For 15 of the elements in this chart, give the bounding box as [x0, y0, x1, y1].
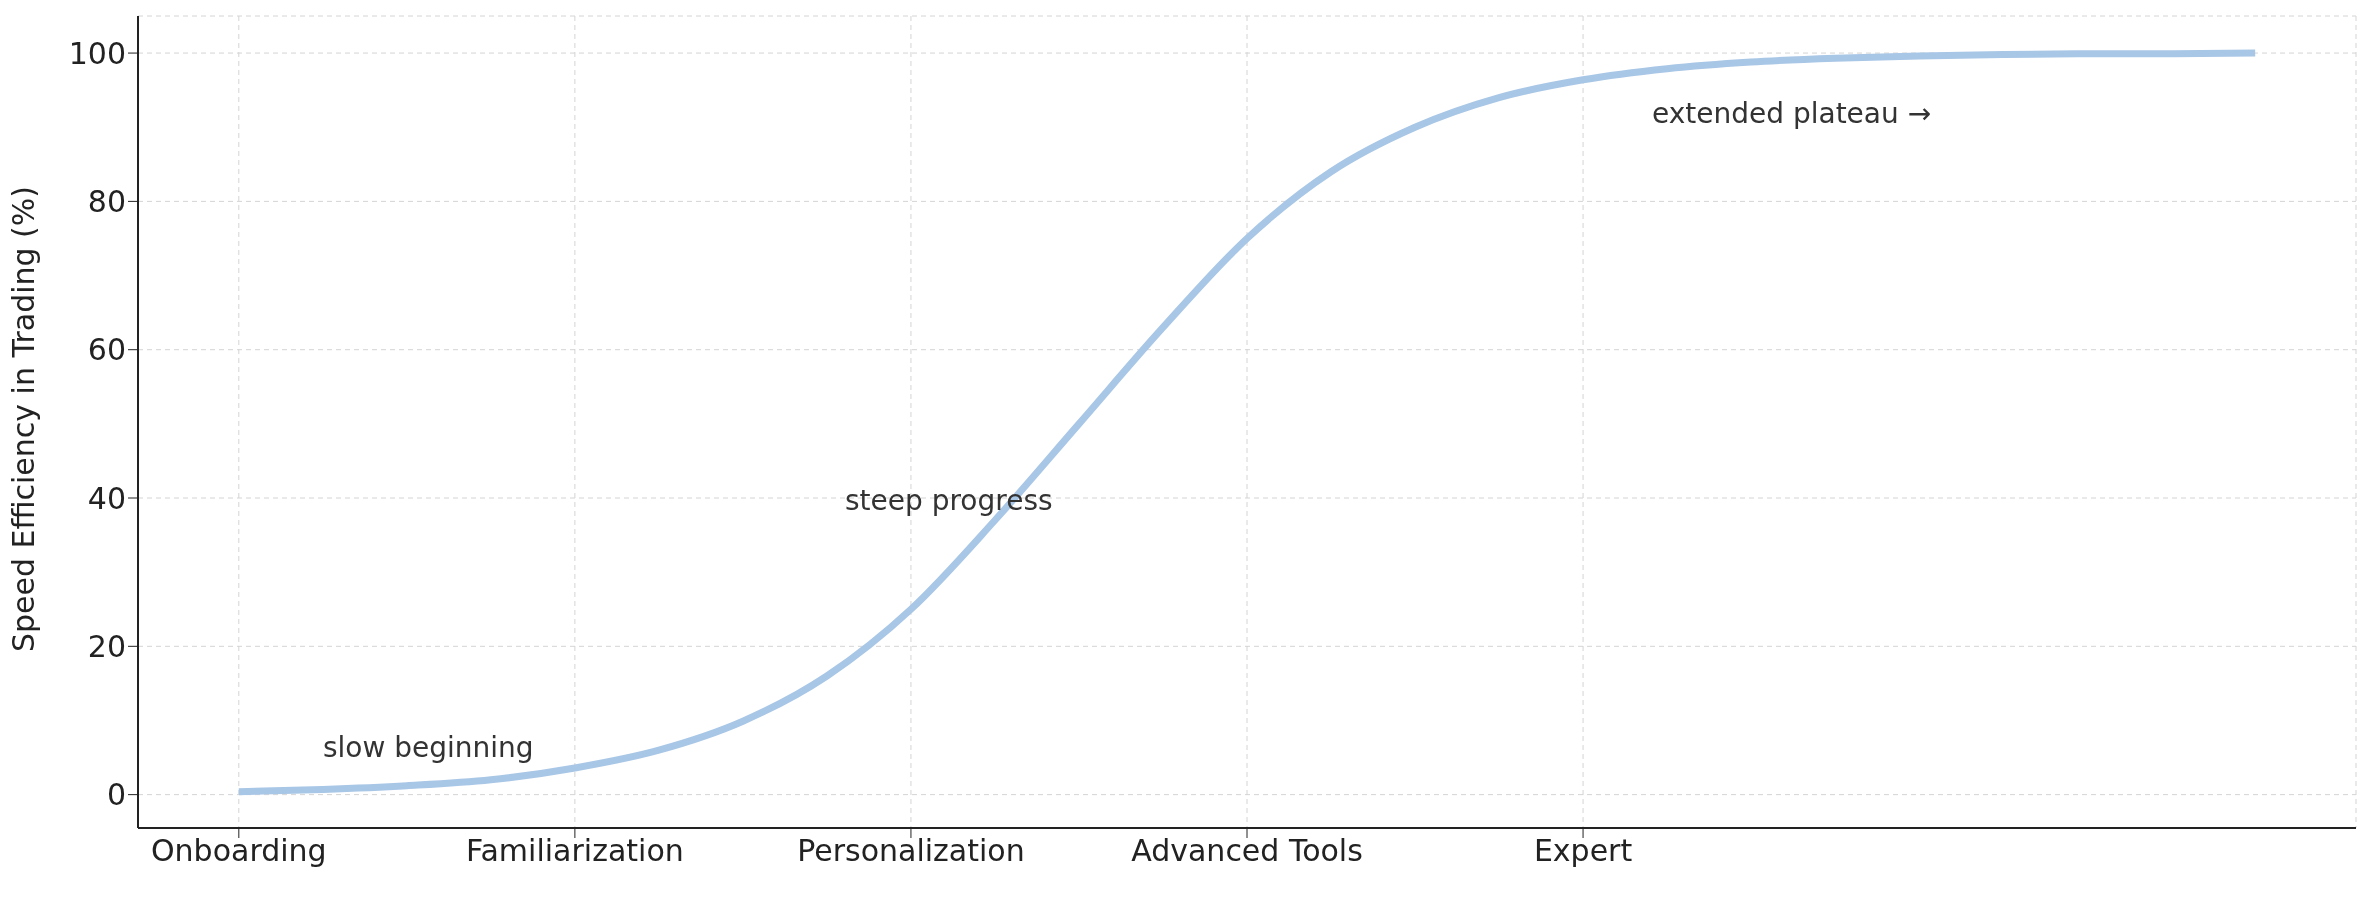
y-tick-label: 40 [87, 480, 126, 516]
annotation: extended plateau → [1652, 96, 1932, 132]
y-axis-title: Speed Efficiency in Trading (%) [5, 185, 41, 652]
x-tick-label: Expert [1533, 833, 1633, 869]
y-tick-label: 100 [68, 35, 126, 71]
y-tick-label: 60 [87, 332, 126, 368]
annotation: steep progress [845, 483, 1053, 519]
y-tick-label: 20 [87, 628, 126, 664]
annotation: slow beginning [323, 730, 534, 766]
y-tick-label: 0 [106, 777, 126, 813]
x-tick-label: Familiarization [466, 833, 684, 869]
y-tick-label: 80 [87, 184, 126, 220]
x-tick-label: Personalization [797, 833, 1025, 869]
x-tick-label: Onboarding [150, 833, 327, 869]
x-tick-label: Advanced Tools [1131, 833, 1363, 869]
